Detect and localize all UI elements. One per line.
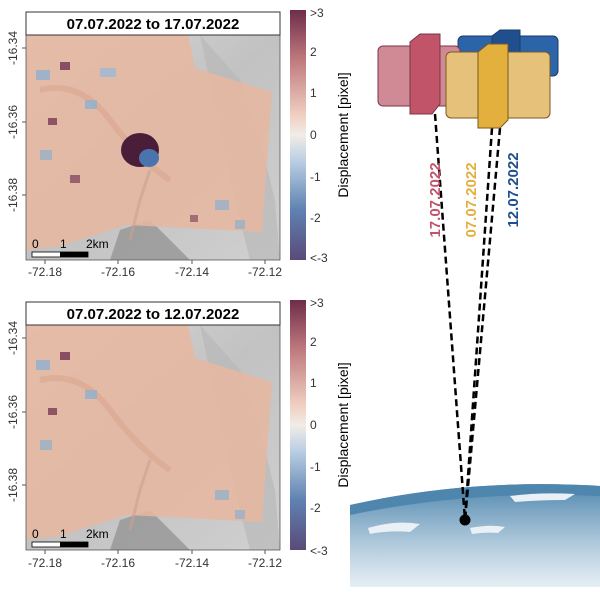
scalebar-tick: 0 <box>32 237 39 251</box>
flow-channel <box>128 459 152 531</box>
y-axis: -16.34 -16.36 -16.38 <box>6 321 26 502</box>
scalebar-tick: 0 <box>32 527 39 541</box>
noise-patches <box>36 62 245 229</box>
earth-horizon <box>350 484 600 515</box>
hillshade-dark-slope <box>110 510 190 550</box>
colorbar-tick: 0 <box>310 128 317 142</box>
noise-patches <box>36 352 245 519</box>
scalebar-tick: 1 <box>60 237 67 251</box>
scalebar: 0 1 2km <box>31 527 109 548</box>
scalebar-tick: 2km <box>86 237 109 251</box>
satellite-body <box>409 33 441 115</box>
colorbar-tick: <-3 <box>310 544 328 558</box>
satellite-schematic: 17.07.2022 07.07.2022 12.07.2022 <box>350 29 600 587</box>
panel-title: 07.07.2022 to 12.07.2022 <box>67 306 240 323</box>
colorbar-tick: 2 <box>310 45 317 59</box>
displacement-raster <box>26 325 272 540</box>
y-tick-label: -16.38 <box>6 178 20 212</box>
satellite-17-07-2022 <box>377 33 461 115</box>
x-axis: -72.18 -72.16 -72.14 -72.12 <box>28 260 282 279</box>
y-tick-label: -16.36 <box>6 105 20 139</box>
colorbar-gradient <box>290 10 306 260</box>
colorbar-tick: >3 <box>310 6 324 20</box>
satellite-07-07-2022 <box>445 43 551 129</box>
scalebar: 0 1 2km <box>31 237 109 258</box>
acquisition-date-label: 17.07.2022 <box>427 162 444 237</box>
x-tick-label: -72.18 <box>28 556 62 570</box>
cloud <box>510 493 575 502</box>
displacement-anomaly-negative <box>139 149 159 167</box>
map-2: 0 1 2km <box>26 325 280 550</box>
scalebar-tick: 2km <box>86 527 109 541</box>
flow-channel <box>128 169 152 241</box>
colorbar-tick: 2 <box>310 335 317 349</box>
cloud <box>470 525 505 534</box>
hillshade-dark-slope <box>110 220 190 260</box>
y-tick-label: -16.36 <box>6 395 20 429</box>
flow-channel <box>39 375 172 473</box>
y-tick-label: -16.34 <box>6 31 20 65</box>
x-tick-label: -72.14 <box>175 265 209 279</box>
panel-title: 07.07.2022 to 17.07.2022 <box>67 16 240 33</box>
colorbar-label: Displacement [pixel] <box>335 362 351 487</box>
y-tick-label: -16.34 <box>6 321 20 355</box>
x-tick-label: -72.18 <box>28 265 62 279</box>
colorbar-gradient <box>290 300 306 550</box>
colorbar-tick: -1 <box>310 170 321 184</box>
scalebar-black-segment <box>60 252 88 257</box>
cloud <box>368 522 420 534</box>
colorbar-tick: 1 <box>310 376 317 390</box>
colorbar-tick: -1 <box>310 460 321 474</box>
x-tick-label: -72.12 <box>248 556 282 570</box>
x-tick-label: -72.12 <box>248 265 282 279</box>
y-tick-label: -16.38 <box>6 468 20 502</box>
earth-surface <box>350 484 600 587</box>
acquisition-date-label: 12.07.2022 <box>505 152 522 227</box>
panel-1: 0 1 2km 07.07.2022 to 17.07.2022 -16.34 … <box>6 6 351 279</box>
acquisition-date-label: 07.07.2022 <box>463 162 480 237</box>
x-tick-label: -72.16 <box>101 265 135 279</box>
panel-title-box <box>25 301 281 326</box>
target-point <box>459 514 471 526</box>
x-tick-label: -72.16 <box>101 556 135 570</box>
colorbar-tick: 0 <box>310 418 317 432</box>
scalebar-black-segment <box>60 542 88 547</box>
colorbar-tick: 1 <box>310 86 317 100</box>
x-axis: -72.18 -72.16 -72.14 -72.12 <box>28 550 282 570</box>
colorbar-tick: -2 <box>310 211 321 225</box>
colorbar-tick: >3 <box>310 296 324 310</box>
panel-2: 0 1 2km 07.07.2022 to 12.07.2022 -16.34 … <box>6 296 351 570</box>
map-1: 0 1 2km <box>26 35 280 260</box>
colorbar-tick: <-3 <box>310 251 328 265</box>
colorbar: >3 2 1 0 -1 -2 <-3 Displacement [pixel] <box>290 296 351 558</box>
x-tick-label: -72.14 <box>175 556 209 570</box>
line-of-sight <box>433 113 467 521</box>
scalebar-tick: 1 <box>60 527 67 541</box>
colorbar-tick: -2 <box>310 501 321 515</box>
colorbar: >3 2 1 0 -1 -2 <-3 Displacement [pixel] <box>290 6 351 265</box>
satellite-body <box>477 43 509 129</box>
y-axis: -16.34 -16.36 -16.38 <box>6 31 26 212</box>
colorbar-label: Displacement [pixel] <box>335 72 351 197</box>
panel-title-box <box>25 11 281 36</box>
